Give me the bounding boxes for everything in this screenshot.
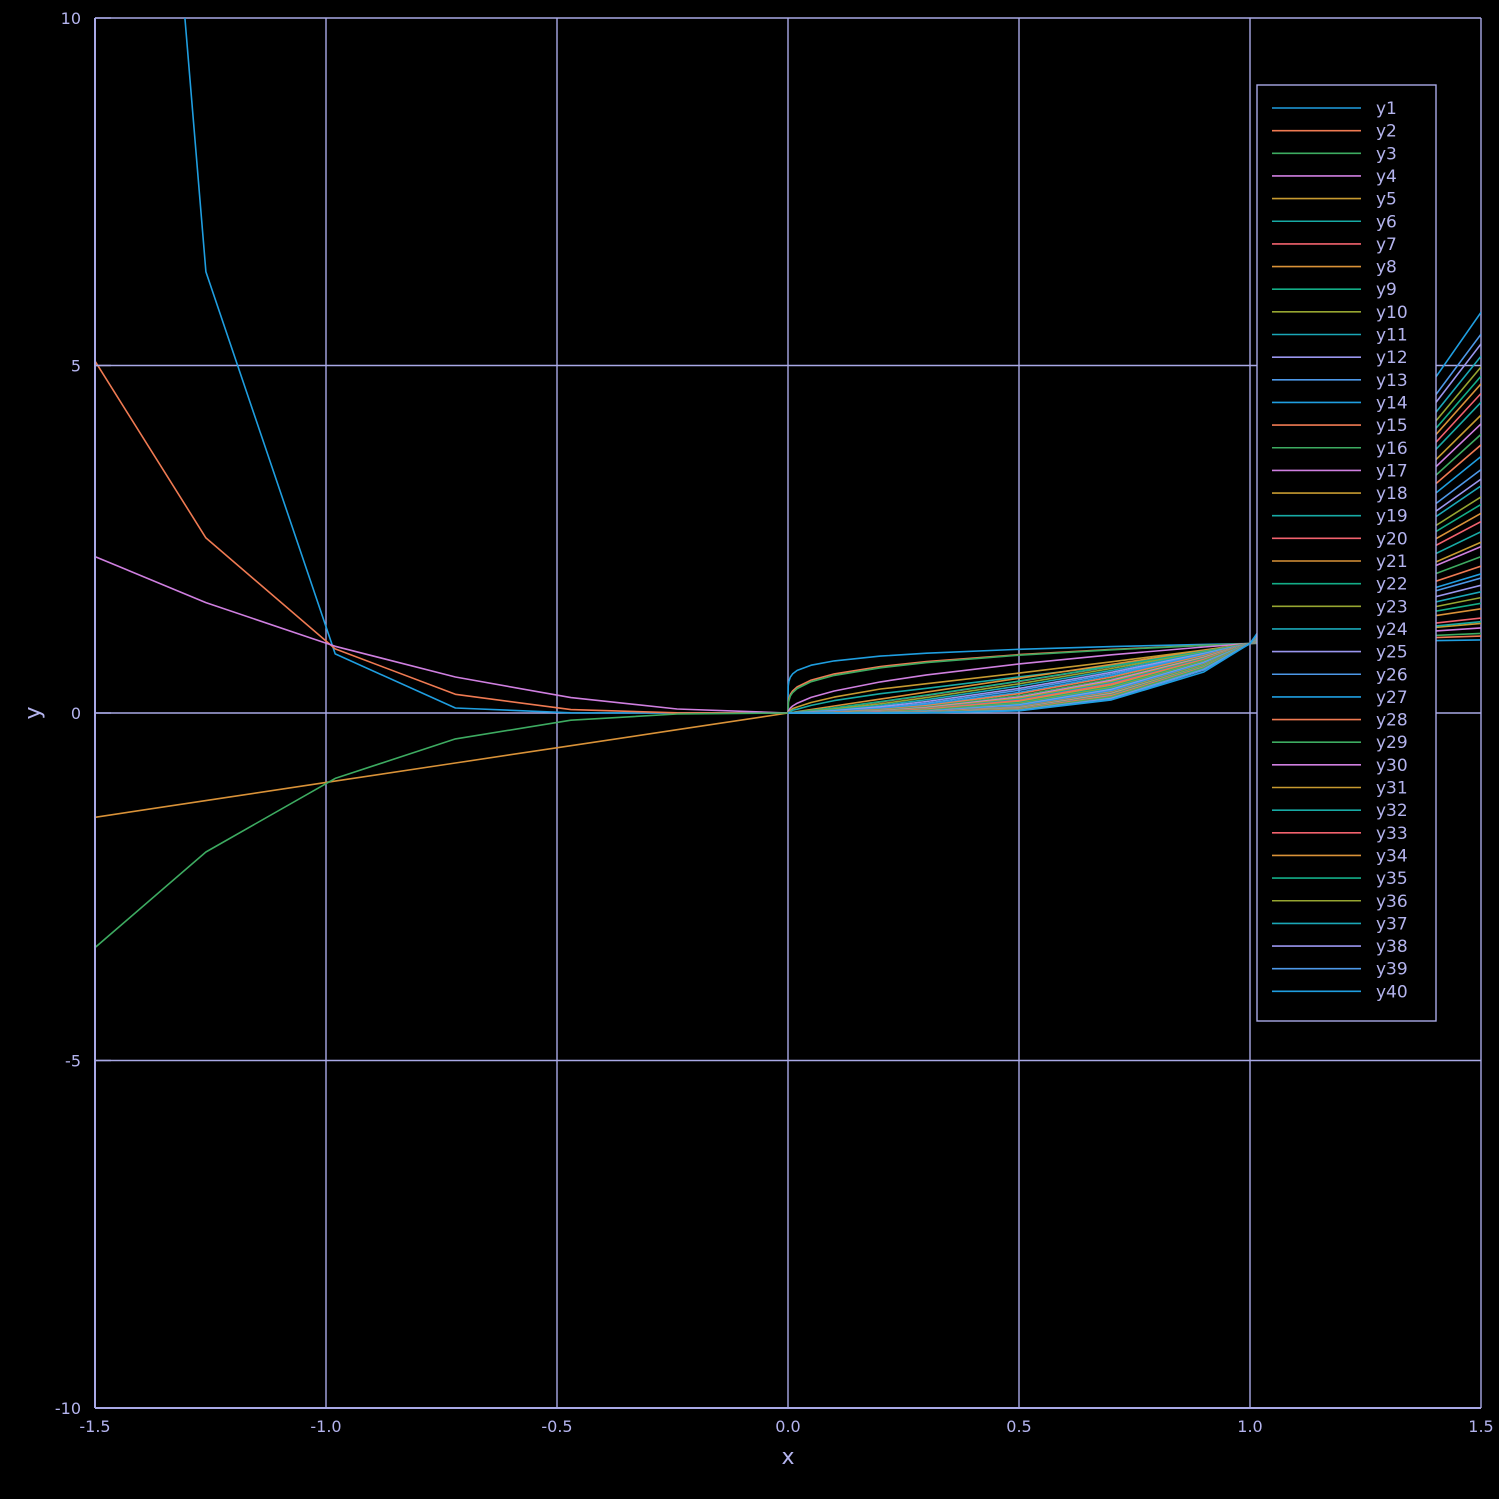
legend-label: y6: [1376, 212, 1397, 232]
x-tick-label: -0.5: [541, 1417, 572, 1436]
legend-label: y22: [1376, 575, 1408, 595]
legend-label: y14: [1376, 393, 1408, 413]
legend-label: y35: [1376, 869, 1408, 889]
x-tick-label: -1.0: [310, 1417, 341, 1436]
legend-label: y18: [1376, 484, 1408, 504]
series-line-y40: [788, 311, 1481, 714]
legend-label: y27: [1376, 688, 1408, 708]
legend-label: y32: [1376, 801, 1408, 821]
series-lines: [95, 18, 1481, 949]
legend-label: y7: [1376, 235, 1397, 255]
legend-label: y5: [1376, 190, 1397, 210]
legend-label: y19: [1376, 507, 1408, 527]
legend-label: y9: [1376, 280, 1397, 300]
x-tick-label: 0.5: [1006, 1417, 1031, 1436]
legend-box: [1256, 84, 1437, 1022]
series-line-y8: [95, 608, 1481, 819]
legend-label: y20: [1376, 529, 1408, 549]
legend-label: y30: [1376, 756, 1408, 776]
legend-label: y11: [1376, 326, 1408, 346]
legend-label: y28: [1376, 711, 1408, 731]
x-tick-label: -1.5: [79, 1417, 110, 1436]
legend-label: y17: [1376, 461, 1408, 481]
x-tick-label: 1.0: [1237, 1417, 1262, 1436]
legend-label: y1: [1376, 99, 1397, 119]
y-tick-label: -5: [65, 1052, 81, 1071]
legend-label: y23: [1376, 597, 1408, 617]
y-tick-label: 10: [61, 9, 81, 28]
y-axis-title: y: [21, 706, 46, 719]
y-tick-label: -10: [55, 1399, 81, 1418]
legend-label: y36: [1376, 892, 1408, 912]
y-tick-label: 0: [71, 704, 81, 723]
series-line-y3: [787, 632, 1481, 714]
legend-label: y8: [1376, 258, 1397, 278]
legend-label: y2: [1376, 122, 1397, 142]
legend-label: y26: [1376, 665, 1408, 685]
legend-label: y34: [1376, 846, 1408, 866]
legend-label: y40: [1376, 982, 1408, 1002]
series-line-y1: [184, 18, 1481, 714]
series-line-y4: [95, 555, 1481, 714]
legend-label: y3: [1376, 144, 1397, 164]
legend-label: y16: [1376, 439, 1408, 459]
y-tick-label: 5: [71, 357, 81, 376]
legend-label: y31: [1376, 779, 1408, 799]
legend-label: y38: [1376, 937, 1408, 957]
legend-label: y13: [1376, 371, 1408, 391]
legend-label: y12: [1376, 348, 1408, 368]
legend-label: y15: [1376, 416, 1408, 436]
x-tick-label: 1.5: [1468, 1417, 1493, 1436]
legend-label: y10: [1376, 303, 1408, 323]
legend-label: y21: [1376, 552, 1408, 572]
legend-label: y25: [1376, 643, 1408, 663]
tick-labels: -1.5 -1.0 -0.5 0.0 0.5 1.0 1.5 -10 -5 0 5 10: [55, 9, 1494, 1436]
legend-label: y4: [1376, 167, 1397, 187]
legend: y1y2y3y4y5y6y7y8y9y10y11y12y13y14y15y16y…: [1256, 84, 1437, 1022]
legend-label: y37: [1376, 914, 1408, 934]
grid: [94, 17, 1482, 1409]
legend-label: y33: [1376, 824, 1408, 844]
x-tick-label: 0.0: [775, 1417, 800, 1436]
legend-label: y24: [1376, 620, 1408, 640]
legend-label: y29: [1376, 733, 1408, 753]
axes: [94, 17, 1481, 1409]
x-axis-title: x: [781, 1445, 794, 1470]
legend-label: y39: [1376, 960, 1408, 980]
